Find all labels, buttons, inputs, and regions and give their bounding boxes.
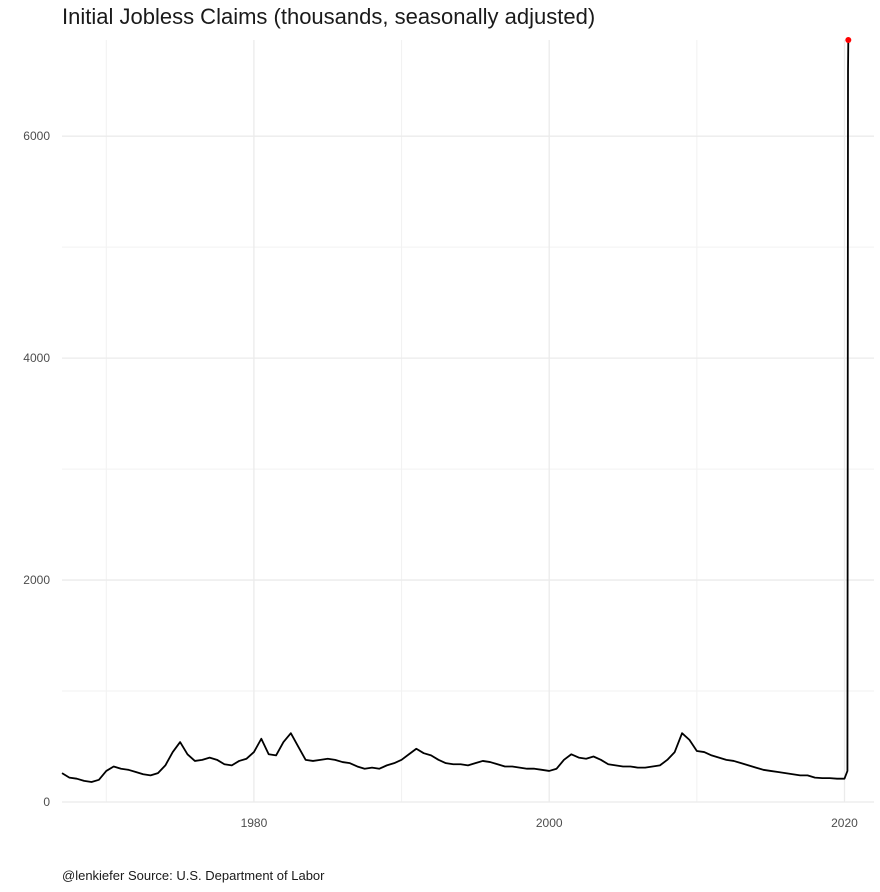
x-tick-label: 1980: [241, 816, 268, 830]
y-tick-label: 2000: [23, 573, 50, 587]
x-tick-label: 2000: [536, 816, 563, 830]
y-tick-label: 0: [43, 795, 50, 809]
grid-lines: [62, 40, 874, 803]
y-tick-label: 4000: [23, 351, 50, 365]
chart-title: Initial Jobless Claims (thousands, seaso…: [62, 4, 596, 29]
x-tick-label: 2020: [831, 816, 858, 830]
series-line-jobless-claims: [61, 39, 850, 783]
y-tick-label: 6000: [23, 129, 50, 143]
chart-caption: @lenkiefer Source: U.S. Department of La…: [62, 868, 325, 883]
axis-ticks: 1980 2000 2020 0 2000 4000 6000: [23, 129, 858, 830]
latest-point-marker: [845, 37, 852, 43]
